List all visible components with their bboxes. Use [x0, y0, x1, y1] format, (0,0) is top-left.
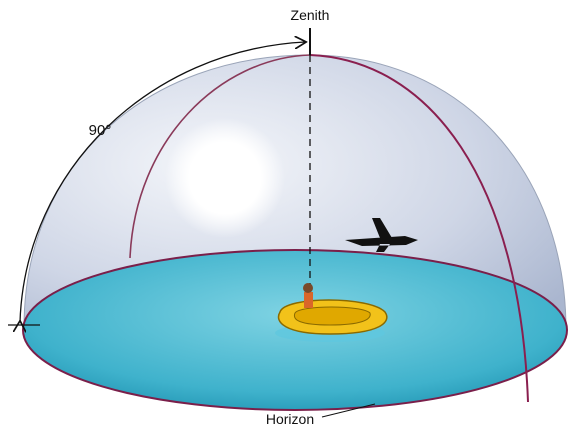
- angle-label: 90°: [89, 122, 112, 139]
- zenith-label: Zenith: [291, 7, 330, 23]
- angle-arc: [20, 42, 305, 322]
- meridian-front: [309, 54, 529, 403]
- horizon-leader: [321, 403, 376, 418]
- horizon-label: Horizon: [266, 411, 314, 427]
- sun: [165, 118, 285, 238]
- airplane: [345, 218, 418, 252]
